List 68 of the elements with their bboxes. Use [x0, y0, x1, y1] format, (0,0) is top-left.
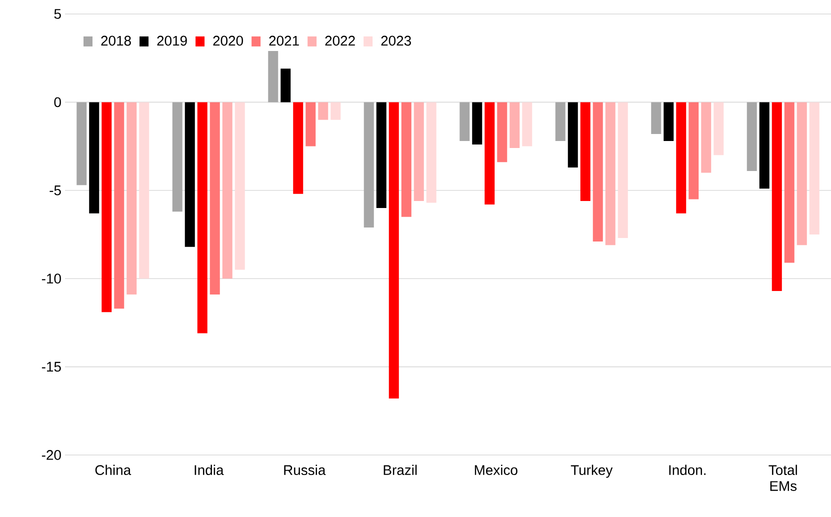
bar — [714, 102, 724, 156]
bar — [222, 102, 232, 279]
bar — [472, 102, 482, 145]
bar — [364, 102, 374, 228]
bar — [234, 102, 245, 270]
x-tick-label: Russia — [284, 464, 326, 476]
bar — [172, 102, 182, 212]
x-tick-label: Total EMs — [768, 464, 797, 491]
bar — [318, 102, 328, 120]
bar — [809, 102, 820, 234]
bar — [651, 102, 662, 134]
bar — [102, 102, 112, 312]
bar — [414, 102, 424, 201]
y-tick-label: 0 — [54, 97, 61, 108]
y-tick-label: -15 — [42, 362, 61, 372]
y-tick-label: 5 — [54, 9, 61, 19]
bar — [701, 102, 712, 173]
bar — [555, 102, 566, 142]
bar — [76, 102, 87, 186]
bar — [184, 102, 195, 247]
bar — [126, 102, 137, 294]
bar — [772, 102, 782, 291]
bar — [484, 102, 495, 205]
bar — [605, 102, 616, 246]
x-tick-label: Brazil — [384, 464, 417, 476]
x-tick-label: China — [95, 464, 132, 476]
legend-label: 2018 — [101, 36, 131, 46]
bar — [460, 102, 470, 142]
y-tick-label: -5 — [50, 186, 61, 196]
bar — [280, 68, 291, 102]
bar — [676, 102, 686, 214]
bar — [759, 102, 770, 189]
bar — [210, 102, 220, 294]
x-tick-label: Turkey — [570, 464, 613, 478]
x-tick-label: India — [194, 464, 224, 476]
legend-label: 2020 — [213, 36, 244, 46]
bar — [89, 102, 100, 214]
x-tick-label: Indon. — [669, 464, 706, 476]
bar — [401, 102, 412, 217]
bar — [114, 102, 124, 309]
bar — [784, 102, 794, 263]
bar — [426, 102, 436, 203]
bar — [139, 102, 150, 279]
bar — [510, 102, 520, 148]
bar — [376, 102, 386, 208]
bar — [388, 102, 399, 399]
bar — [580, 102, 590, 201]
bar — [568, 102, 578, 168]
legend-label: 2019 — [157, 36, 187, 46]
bar — [746, 102, 757, 171]
bar — [618, 102, 628, 238]
legend-label: 2021 — [269, 36, 299, 46]
x-tick-label: Mexico — [474, 464, 518, 476]
y-tick-label: -10 — [42, 274, 61, 284]
y-tick-label: -20 — [42, 450, 61, 460]
bar — [592, 102, 603, 242]
bar — [688, 102, 699, 200]
bar — [522, 102, 532, 146]
bar — [796, 102, 807, 246]
legend-label: 2022 — [325, 36, 355, 46]
legend-label: 2023 — [381, 36, 411, 46]
bar — [197, 102, 208, 334]
bar — [497, 102, 508, 162]
bar — [268, 51, 278, 102]
bar — [330, 102, 341, 120]
bar — [664, 102, 674, 142]
bar — [293, 102, 304, 194]
bar — [306, 102, 316, 146]
